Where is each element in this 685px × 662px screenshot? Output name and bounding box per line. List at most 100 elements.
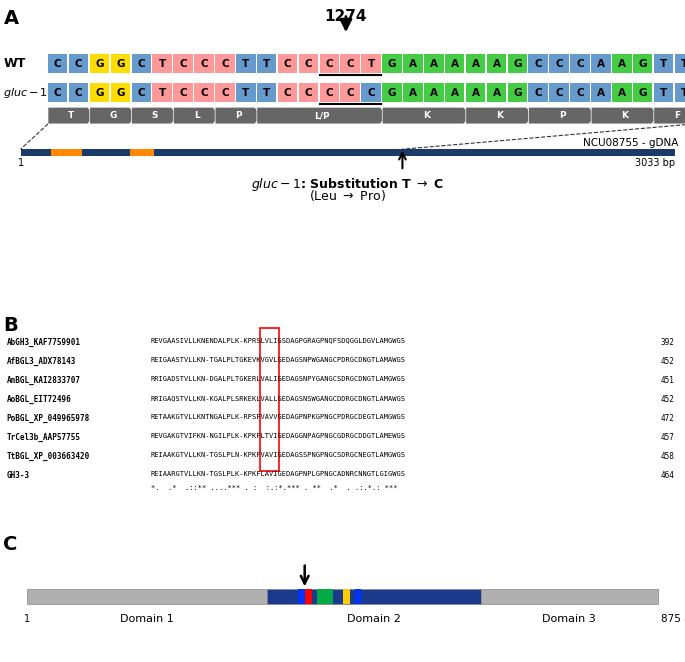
Text: C: C	[284, 87, 291, 97]
Text: T: T	[367, 59, 375, 69]
Text: C: C	[284, 59, 291, 69]
Text: 392: 392	[661, 338, 675, 347]
FancyBboxPatch shape	[90, 83, 109, 102]
Text: T: T	[158, 59, 166, 69]
FancyBboxPatch shape	[675, 83, 685, 102]
FancyBboxPatch shape	[362, 54, 381, 73]
FancyBboxPatch shape	[481, 589, 658, 604]
Text: REIAARGTVLLKN-TGSLPLK-KPKFLAVIGEDAGPNPLGPNGCADNRCNNGTLGIGWGS: REIAARGTVLLKN-TGSLPLK-KPKFLAVIGEDAGPNPLG…	[151, 471, 406, 477]
FancyBboxPatch shape	[68, 83, 88, 102]
Text: C: C	[75, 87, 82, 97]
Text: P: P	[235, 111, 242, 120]
FancyBboxPatch shape	[591, 83, 610, 102]
Text: RETAAKGTVLLKNTNGALPLK-RPSFVAVVGEDAGPNPKGPNGCPDRGCDEGTLAMGWGS: RETAAKGTVLLKNTNGALPLK-RPSFVAVVGEDAGPNPKG…	[151, 414, 406, 420]
Text: A: A	[493, 87, 501, 97]
Text: K: K	[423, 111, 430, 120]
Text: G: G	[95, 87, 103, 97]
Text: A: A	[429, 59, 438, 69]
Text: S: S	[151, 111, 158, 120]
Text: TtBGL_XP_003663420: TtBGL_XP_003663420	[7, 452, 90, 461]
Text: C: C	[54, 59, 62, 69]
Text: A: A	[451, 59, 459, 69]
FancyBboxPatch shape	[355, 589, 362, 604]
FancyBboxPatch shape	[195, 83, 214, 102]
Text: AnBGL_KAI2833707: AnBGL_KAI2833707	[7, 376, 81, 385]
FancyBboxPatch shape	[48, 54, 67, 73]
Text: G: G	[95, 59, 103, 69]
Text: PoBGL_XP_049965978: PoBGL_XP_049965978	[7, 414, 90, 423]
FancyBboxPatch shape	[215, 54, 234, 73]
FancyBboxPatch shape	[68, 54, 88, 73]
Text: 875 aa: 875 aa	[661, 614, 685, 624]
Text: GH3-3: GH3-3	[7, 471, 30, 480]
Polygon shape	[90, 107, 136, 124]
Text: T: T	[242, 59, 249, 69]
Text: REVGAASIVLLKNENDALPLK-KPRSLVLIGSDAGPGRAGPNQFSDQGGLDGVLAMGWGS: REVGAASIVLLKNENDALPLK-KPRSLVLIGSDAGPGRAG…	[151, 338, 406, 344]
Text: A: A	[618, 87, 626, 97]
Text: F: F	[674, 111, 680, 120]
Text: P: P	[559, 111, 566, 120]
Text: A: A	[493, 59, 501, 69]
FancyBboxPatch shape	[130, 149, 154, 156]
Text: 452: 452	[661, 357, 675, 365]
Text: AfBGL3_ADX78143: AfBGL3_ADX78143	[7, 357, 76, 366]
Text: G: G	[638, 87, 647, 97]
Text: Domain 2: Domain 2	[347, 614, 401, 624]
FancyBboxPatch shape	[633, 54, 652, 73]
Text: C: C	[179, 87, 187, 97]
Text: C: C	[305, 87, 312, 97]
Text: Domain 3: Domain 3	[543, 614, 596, 624]
Polygon shape	[48, 107, 95, 124]
FancyBboxPatch shape	[424, 83, 444, 102]
Text: 452: 452	[661, 395, 675, 404]
FancyBboxPatch shape	[466, 54, 485, 73]
Polygon shape	[215, 107, 262, 124]
FancyBboxPatch shape	[549, 83, 569, 102]
Polygon shape	[132, 107, 178, 124]
FancyBboxPatch shape	[319, 54, 339, 73]
Text: 457: 457	[661, 433, 675, 442]
FancyBboxPatch shape	[299, 83, 318, 102]
Text: C: C	[138, 87, 145, 97]
Text: A: A	[451, 87, 459, 97]
FancyBboxPatch shape	[424, 54, 444, 73]
Polygon shape	[653, 107, 685, 124]
Text: 464: 464	[661, 471, 675, 480]
Text: G: G	[388, 87, 396, 97]
Text: C: C	[221, 59, 229, 69]
Text: C: C	[221, 87, 229, 97]
FancyBboxPatch shape	[653, 83, 673, 102]
FancyBboxPatch shape	[132, 83, 151, 102]
FancyBboxPatch shape	[236, 54, 256, 73]
Text: 458: 458	[661, 452, 675, 461]
Text: C: C	[576, 87, 584, 97]
FancyBboxPatch shape	[132, 54, 151, 73]
FancyBboxPatch shape	[340, 54, 360, 73]
Text: 1: 1	[25, 614, 30, 624]
FancyBboxPatch shape	[486, 54, 506, 73]
Text: A: A	[429, 87, 438, 97]
Text: C: C	[179, 59, 187, 69]
Text: C: C	[367, 87, 375, 97]
FancyBboxPatch shape	[110, 54, 130, 73]
Text: REIGAASTVLLKN-TGALPLTGKEVKVGVLGEDAGSNPWGANGCPDRGCDNGTLAMAWGS: REIGAASTVLLKN-TGALPLTGKEVKVGVLGEDAGSNPWG…	[151, 357, 406, 363]
FancyBboxPatch shape	[340, 83, 360, 102]
Text: 1274: 1274	[325, 9, 367, 24]
Text: C: C	[534, 87, 542, 97]
Text: $\it{gluc-1}$: $\it{gluc-1}$	[3, 85, 49, 99]
FancyBboxPatch shape	[299, 589, 305, 604]
FancyBboxPatch shape	[51, 149, 82, 156]
Text: A: A	[597, 59, 605, 69]
FancyBboxPatch shape	[299, 54, 318, 73]
Polygon shape	[591, 107, 659, 124]
Text: Domain 1: Domain 1	[121, 614, 174, 624]
Text: C: C	[534, 59, 542, 69]
Text: A: A	[409, 59, 417, 69]
Text: *.  .*  .::** ....*** . :  :.:*.*** . **  .*  . .:.*.: ***: *. .* .::** ....*** . : :.:*.*** . ** .*…	[151, 485, 397, 491]
FancyBboxPatch shape	[445, 54, 464, 73]
FancyBboxPatch shape	[342, 589, 350, 604]
Polygon shape	[173, 107, 220, 124]
FancyBboxPatch shape	[257, 54, 277, 73]
FancyBboxPatch shape	[653, 54, 673, 73]
Text: AbGH3_KAF7759901: AbGH3_KAF7759901	[7, 338, 81, 347]
